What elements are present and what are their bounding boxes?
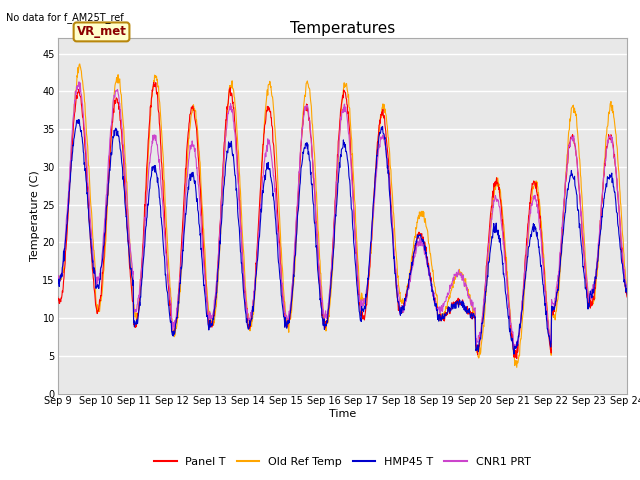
Text: VR_met: VR_met bbox=[77, 25, 127, 38]
Text: No data for f_AM25T_ref: No data for f_AM25T_ref bbox=[6, 12, 124, 23]
X-axis label: Time: Time bbox=[329, 409, 356, 419]
Title: Temperatures: Temperatures bbox=[290, 21, 395, 36]
Y-axis label: Temperature (C): Temperature (C) bbox=[29, 170, 40, 262]
Legend: Panel T, Old Ref Temp, HMP45 T, CNR1 PRT: Panel T, Old Ref Temp, HMP45 T, CNR1 PRT bbox=[150, 453, 535, 471]
